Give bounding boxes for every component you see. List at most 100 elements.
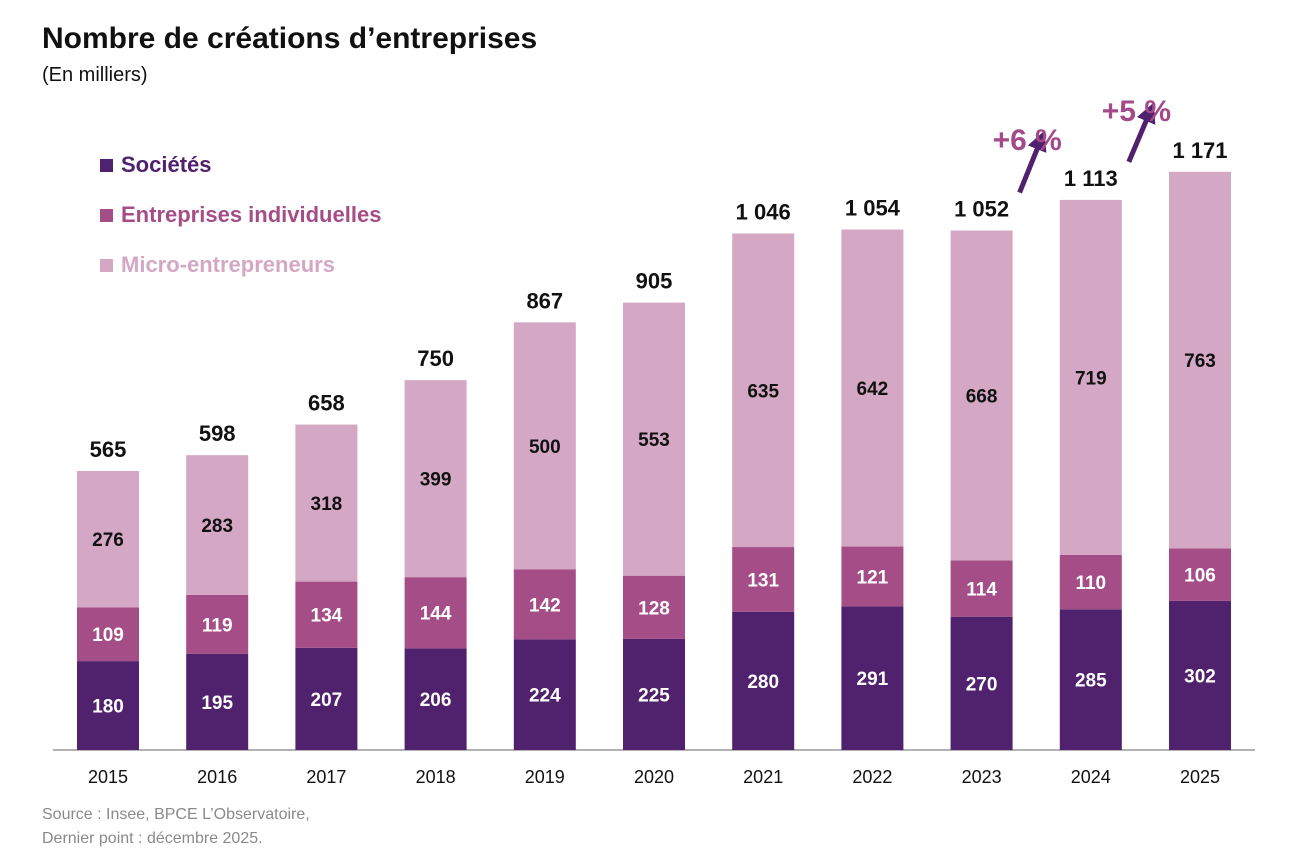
data-label: 195 <box>201 693 233 714</box>
data-label: 500 <box>529 437 561 458</box>
source-note: Source : Insee, BPCE L’Observatoire, Der… <box>42 803 310 851</box>
legend-item-societes: Sociétés <box>100 140 381 190</box>
x-tick-label: 2016 <box>197 767 237 787</box>
bar-segment <box>950 230 1013 561</box>
data-label: 318 <box>311 494 343 515</box>
legend-label: Micro-entrepreneurs <box>121 252 335 277</box>
total-label: 905 <box>636 269 673 294</box>
total-label: 1 052 <box>954 197 1009 222</box>
data-label: 128 <box>638 598 670 619</box>
total-label: 750 <box>417 346 454 371</box>
data-label: 635 <box>747 381 779 402</box>
data-label: 291 <box>857 669 889 690</box>
growth-arrow <box>1126 102 1156 163</box>
bar-segment <box>513 639 576 750</box>
bar-segment <box>77 471 139 608</box>
x-tick-label: 2023 <box>962 767 1002 787</box>
x-tick-label: 2015 <box>88 767 128 787</box>
legend-swatch <box>100 208 113 222</box>
bar-segment <box>404 380 467 578</box>
data-label: 642 <box>857 379 889 400</box>
legend-item-ei: Entreprises individuelles <box>100 190 381 240</box>
x-tick-label: 2024 <box>1071 767 1111 787</box>
data-label: 553 <box>638 430 670 451</box>
bar-segment <box>623 638 685 750</box>
x-tick-label: 2025 <box>1180 767 1220 787</box>
data-label: 131 <box>747 570 779 591</box>
data-label: 668 <box>966 386 998 407</box>
data-label: 270 <box>966 674 998 695</box>
bar-segment <box>295 647 358 750</box>
total-label: 598 <box>199 421 236 446</box>
bar-segment <box>623 575 685 639</box>
bar-segment <box>1059 554 1122 610</box>
x-tick-label: 2021 <box>743 767 783 787</box>
data-label: 207 <box>311 690 343 711</box>
x-tick-label: 2017 <box>306 767 346 787</box>
data-label: 280 <box>747 672 779 693</box>
growth-annotation: +6 % <box>993 124 1062 157</box>
bar-segment <box>1169 600 1231 750</box>
total-label: 1 054 <box>845 196 901 221</box>
bar-segment <box>513 569 576 640</box>
bar-segment <box>186 594 249 654</box>
bar-segment <box>186 653 249 750</box>
bar-segment <box>950 560 1013 617</box>
growth-annotation: +5 % <box>1102 95 1171 128</box>
total-label: 565 <box>90 437 127 462</box>
legend: Sociétés Entreprises individuelles Micro… <box>100 140 381 290</box>
bar-segment <box>186 455 249 595</box>
chart-subtitle: (En milliers) <box>42 64 148 86</box>
bar-segment <box>404 648 467 750</box>
data-label: 399 <box>420 470 452 491</box>
bar-segment <box>732 611 795 750</box>
chart-title: Nombre de créations d’entreprises <box>42 22 538 55</box>
data-label: 206 <box>420 690 452 711</box>
source-line: Source : Insee, BPCE L’Observatoire, <box>42 806 310 823</box>
data-label: 276 <box>92 530 124 551</box>
bar-segment <box>1059 609 1122 750</box>
legend-swatch <box>100 258 113 272</box>
x-tick-label: 2018 <box>416 767 456 787</box>
bar-segment <box>295 581 358 648</box>
bar-segment <box>513 322 576 570</box>
total-label: 1 171 <box>1172 138 1227 163</box>
bar-segment <box>841 546 904 607</box>
legend-label: Entreprises individuelles <box>121 202 382 227</box>
source-line: Dernier point : décembre 2025. <box>42 830 263 847</box>
total-label: 1 046 <box>736 199 791 224</box>
bar-segment <box>1059 199 1122 555</box>
legend-item-micro: Micro-entrepreneurs <box>100 240 381 290</box>
data-label: 106 <box>1184 566 1216 587</box>
data-label: 114 <box>966 580 997 601</box>
total-label: 867 <box>526 288 563 313</box>
bar-segment <box>77 607 139 662</box>
data-label: 134 <box>311 606 343 627</box>
x-tick-label: 2022 <box>852 767 892 787</box>
data-label: 285 <box>1075 671 1107 692</box>
bar-segment <box>732 547 795 612</box>
bar-segment <box>732 233 795 548</box>
legend-label: Sociétés <box>121 152 212 177</box>
total-label: 658 <box>308 391 345 416</box>
bar-segment <box>1169 171 1231 549</box>
bar-segment <box>841 606 904 750</box>
data-label: 121 <box>857 567 889 588</box>
data-label: 119 <box>202 615 233 636</box>
data-label: 719 <box>1075 368 1107 389</box>
data-label: 110 <box>1075 573 1106 594</box>
data-label: 283 <box>201 516 233 537</box>
data-label: 109 <box>92 625 124 646</box>
bar-segment <box>950 616 1013 750</box>
data-label: 763 <box>1184 351 1216 372</box>
data-label: 180 <box>92 697 124 718</box>
bar-segment <box>295 424 358 582</box>
total-label: 1 113 <box>1064 166 1118 191</box>
bar-segment <box>77 661 139 750</box>
data-label: 302 <box>1184 666 1216 687</box>
data-label: 225 <box>638 685 670 706</box>
data-label: 142 <box>529 595 561 616</box>
bar-segment <box>1169 548 1231 601</box>
